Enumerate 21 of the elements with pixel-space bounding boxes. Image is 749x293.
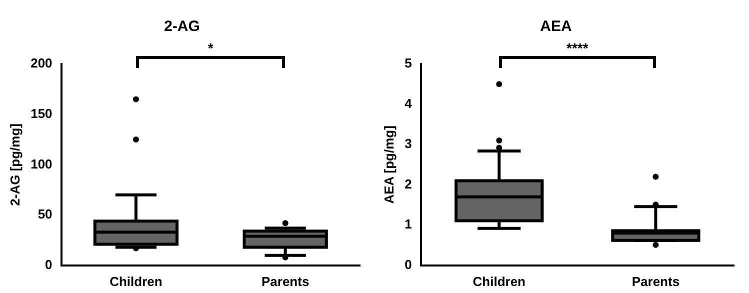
y-tick-label: 0 [404,256,412,272]
y-tick-label: 2 [404,176,412,192]
chart-title: 2-AG [164,18,200,36]
y-tick-label: 4 [404,96,413,111]
chart-title: AEA [540,18,572,36]
y-tick-label: 1 [404,216,412,232]
x-tick-label: Parents [632,274,680,289]
y-tick-label: 100 [30,156,52,172]
y-tick-label: 150 [30,106,52,121]
y-tick-label: 3 [404,136,412,152]
text: * [208,40,214,56]
y-axis-title: AEA [pg/mg] [381,126,396,204]
y-tick-label: 50 [38,206,52,222]
y-tick-label: 0 [45,256,52,272]
y-tick-label: 5 [404,56,412,71]
x-tick-label: Children [472,274,526,289]
x-tick-label: Children [110,274,162,289]
text: **** [566,40,588,56]
x-tick-label: Parents [261,274,310,289]
y-tick-label: 200 [30,56,52,71]
y-axis-title: 2-AG [pg/mg] [7,124,22,206]
